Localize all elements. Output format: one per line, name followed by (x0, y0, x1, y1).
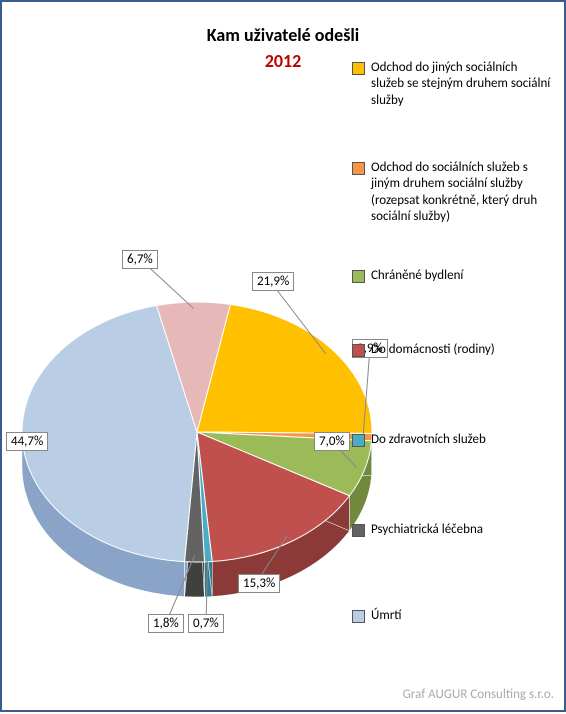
legend-swatch-domacnosti (352, 344, 365, 357)
data-label-jine: 6,7% (122, 250, 158, 269)
legend-swatch-umrti (352, 610, 365, 623)
legend-label-zdrav: Do zdravotních služeb (371, 432, 486, 448)
legend-swatch-odchod_stej (352, 62, 365, 75)
legend-swatch-odchod_jiny (352, 162, 365, 175)
data-label-domacnosti: 15,3% (238, 574, 280, 593)
data-label-zdrav: 0,7% (188, 614, 224, 633)
legend-label-umrti: Úmrtí (371, 608, 402, 624)
legend-label-odchod_stej: Odchod do jiných sociálních služeb se st… (371, 60, 552, 109)
data-label-chranene: 7,0% (314, 432, 350, 451)
legend-item-umrti: Úmrtí (352, 608, 552, 628)
legend-swatch-zdrav (352, 434, 365, 447)
data-label-umrti: 44,7% (6, 432, 48, 451)
legend-swatch-chranene (352, 270, 365, 283)
legend-item-chranene: Chráněné bydlení (352, 268, 552, 288)
attribution: Graf AUGUR Consulting s.r.o. (403, 687, 554, 702)
legend-item-domacnosti: Do domácnosti (rodiny) (352, 342, 552, 362)
legend-swatch-psych (352, 524, 365, 537)
legend-label-odchod_jiny: Odchod do sociálních služeb s jiným druh… (371, 160, 552, 225)
legend-item-psych: Psychiatrická léčebna (352, 522, 552, 542)
legend-item-zdrav: Do zdravotních služeb (352, 432, 552, 452)
data-label-psych: 1,8% (148, 614, 184, 633)
legend-label-domacnosti: Do domácnosti (rodiny) (371, 342, 495, 358)
legend-label-psych: Psychiatrická léčebna (371, 522, 483, 538)
legend-item-odchod_jiny: Odchod do sociálních služeb s jiným druh… (352, 160, 552, 229)
data-label-odchod_stej: 21,9% (252, 272, 294, 291)
legend-item-odchod_stej: Odchod do jiných sociálních služeb se st… (352, 60, 552, 113)
legend-label-chranene: Chráněné bydlení (371, 268, 463, 284)
